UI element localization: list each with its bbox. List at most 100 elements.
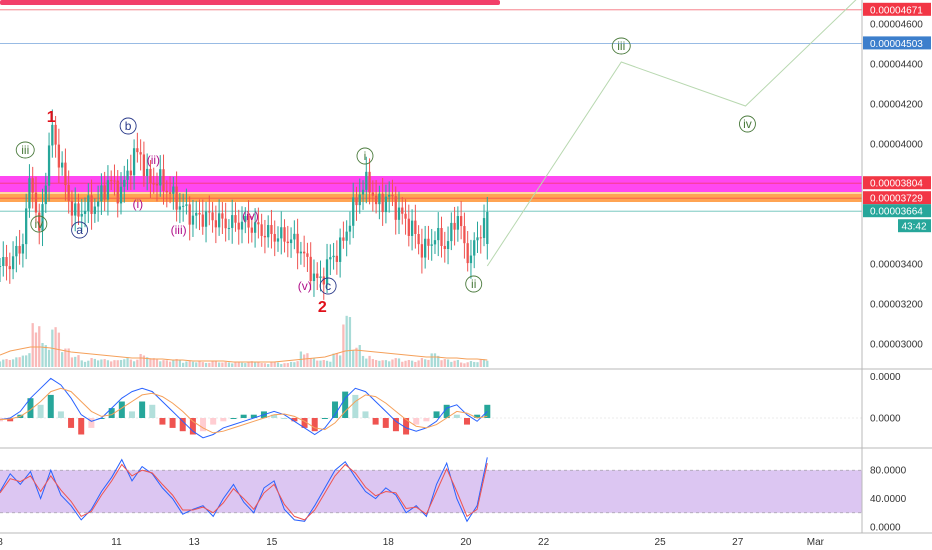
volume-bar [404,360,407,367]
candle-body [195,212,198,216]
volume-bar [414,361,417,367]
wave-label: b [125,119,132,133]
macd-hist-bar [362,411,369,418]
price-level-tag-label: 0.00003664 [870,207,923,218]
wave-label-circle [611,37,631,55]
time-tick-label: 22 [538,537,550,548]
time-tick-label: 18 [383,537,395,548]
price-level-tag [863,191,931,205]
volume-bar [335,353,339,367]
volume-bar [18,357,21,367]
macd-hist-bar [179,418,186,432]
wave-label: a [76,223,83,237]
candle-body [378,193,381,205]
macd-hist-bar [291,418,298,422]
candle-body [227,227,231,229]
candle-body [185,204,188,206]
candle-body [70,200,74,216]
macd-hist-bar [240,414,247,418]
volume-bar [185,361,188,367]
volume-bar [90,358,93,367]
price-tick-label: 0.00004000 [870,140,923,151]
candle-body [267,225,270,238]
volume-bar [257,361,260,367]
wave-label-circle [465,275,483,293]
volume-bar [195,362,198,367]
volume-ma-line [0,346,488,363]
volume-bar [345,315,348,367]
stoch-tick-label: 80.0000 [870,466,907,477]
wave-label-circle [356,147,374,165]
volume-bar [34,332,38,367]
candle-body [198,212,201,215]
candle-body [273,233,276,242]
candle-body [47,145,51,186]
volume-bar [253,362,257,367]
macd-hist-bar [57,411,64,418]
candle-body [289,239,293,244]
volume-bar [47,349,51,367]
candle-body [401,207,404,214]
macd-hist-bar [220,418,227,422]
wave-label-circle [319,277,337,295]
volume-bar [182,362,185,367]
stoch-k-line [0,457,488,523]
stoch-d-line [0,462,488,521]
wave-label: c [325,279,331,293]
time-axis[interactable]: 8 11 13 15 18 20 22 25 27 Mar [0,537,825,548]
volume-bar [440,360,443,367]
volume-bar [381,360,384,367]
volume-bar [388,361,391,367]
volume-bar [312,358,316,367]
candle-body [299,251,303,254]
macd-hist-bar [484,404,491,418]
volume-bar [204,362,208,367]
candle-body [270,225,273,234]
volume-bar [469,361,473,367]
candle-body [83,210,87,214]
volume-bar [329,361,332,367]
macd-pane [0,377,862,439]
volume-bar [319,360,322,367]
candle-body [388,194,391,197]
volume-bar [214,361,217,367]
volume-bar [113,360,116,367]
volume-bar [332,353,335,367]
volume-bar [96,360,100,367]
price-level-tag-label: 0.00004503 [870,39,923,50]
candle-body [456,216,460,230]
macd-hist-bar [443,404,450,418]
price-tick-label: 0.00004400 [870,60,923,71]
candle-body [67,185,70,201]
candle-body [276,238,280,242]
time-tick-label: 13 [189,537,201,548]
volume-bar [74,356,77,367]
macd-hist-bar [382,418,389,428]
macd-hist-bar [88,418,95,428]
wave-label-circle [30,215,48,233]
candle-body [214,220,217,228]
volume-bar [64,348,67,367]
volume-bar [11,359,15,367]
candle-body [155,183,159,186]
candle-body [80,213,83,217]
price-axis[interactable]: 0.00004600 0.00004400 0.00004200 0.00004000… [863,2,931,534]
candle-body [142,154,146,177]
volume-bar [446,359,450,367]
candle-body [247,216,250,228]
macd-hist-bar [37,404,44,418]
volume-bar [456,360,460,367]
volume-bar [417,360,420,367]
candle-body [296,233,299,254]
candle-body [237,222,240,230]
candle-body [90,195,93,214]
candle-body [260,224,263,236]
candle-body [263,235,267,238]
candle-body [18,245,21,254]
volume-bar [126,358,129,367]
price-tick-label: 0.00004200 [870,100,923,111]
wave-label: (ii) [147,153,160,167]
